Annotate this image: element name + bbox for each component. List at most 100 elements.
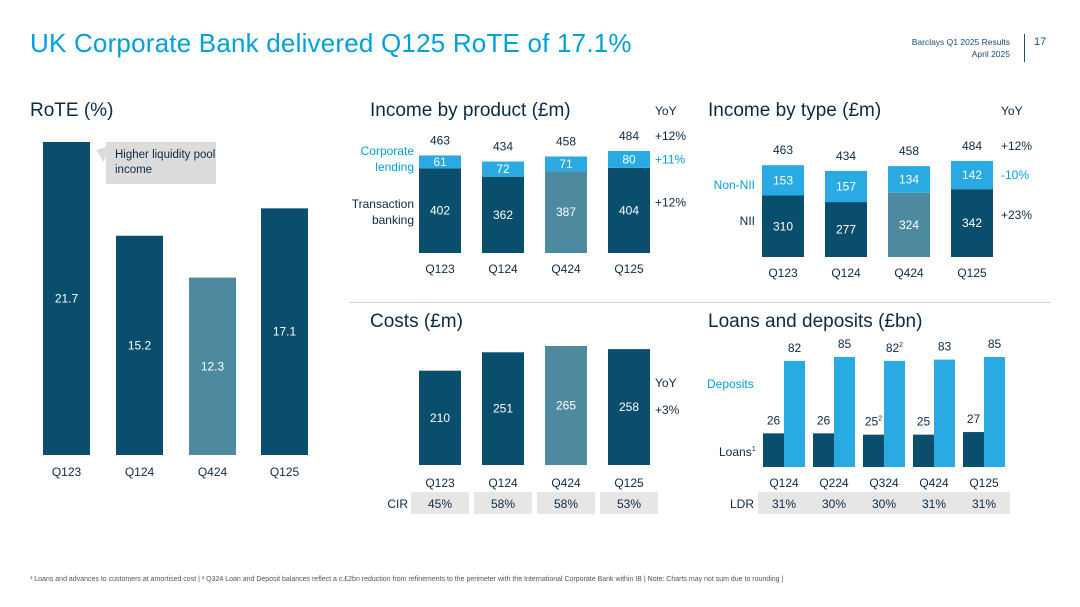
income-product-tick-q125: Q125 (614, 262, 644, 276)
income-type-nii-bar-q424 (888, 192, 930, 257)
income-product-legend-transaction-1: Transaction (352, 197, 414, 211)
income-product-lending-bar-q125 (608, 151, 650, 168)
income-product-transaction-value-q125: 404 (619, 203, 639, 217)
rote-title: RoTE (%) (30, 100, 114, 121)
deposits-value-q125: 85 (988, 337, 1002, 351)
loans-bar-q324 (863, 434, 884, 467)
income-product-title: Income by product (£m) (370, 100, 571, 121)
income-product-tick-q124: Q124 (488, 262, 518, 276)
income-type-nonnii-bar-q123 (762, 165, 804, 196)
report-name: Barclays Q1 2025 Results (911, 37, 1010, 47)
income-product-lending-value-q124: 72 (496, 162, 510, 176)
income-product-transaction-yoy: +12% (655, 195, 686, 209)
ldr-value-q124: 31% (772, 497, 796, 511)
income-product-transaction-bar-q125 (608, 167, 650, 253)
income-type-title: Income by type (£m) (708, 100, 882, 121)
rote-tick-q125: Q125 (270, 465, 300, 479)
income-type-legend-nonnii: Non-NII (714, 178, 755, 192)
income-type-total-q125: 484 (962, 139, 982, 153)
loans-deposits-tick-q324: Q324 (869, 476, 899, 490)
income-product-total-q125: 484 (619, 129, 639, 143)
report-info: Barclays Q1 2025 Results April 2025 (912, 36, 1010, 60)
income-type-nonnii-value-q424: 134 (899, 172, 919, 186)
loans-deposits-title: Loans and deposits (£bn) (708, 311, 923, 332)
income-product-tick-q123: Q123 (425, 262, 455, 276)
ldr-label: LDR (730, 497, 754, 511)
costs-title: Costs (£m) (370, 311, 463, 332)
rote-value-q125: 17.1 (273, 325, 297, 339)
costs-cir-value-q125: 53% (617, 497, 641, 511)
costs-cir-cell-q124 (474, 492, 532, 514)
costs-cir-value-q123: 45% (428, 497, 452, 511)
callout-higher-liquidity: Higher liquidity pool income (106, 142, 216, 184)
income-product-legend-lending-1: Corporate (361, 144, 415, 158)
rote-bar-q124 (116, 235, 163, 455)
page-title: UK Corporate Bank delivered Q125 RoTE of… (30, 28, 632, 58)
costs-cir-cell-q424 (537, 492, 595, 514)
loans-deposits-tick-q124: Q124 (769, 476, 799, 490)
rote-bar-q123 (43, 142, 90, 455)
costs-tick-q123: Q123 (425, 476, 455, 490)
costs-yoy-header: YoY (655, 376, 677, 390)
income-product-lending-bar-q424 (545, 156, 587, 172)
deposits-value-q424: 83 (938, 340, 952, 354)
ldr-value-q424: 31% (922, 497, 946, 511)
income-type-total-q123: 463 (773, 143, 793, 157)
legend-deposits: Deposits (707, 377, 754, 391)
income-product-legend-lending-2: lending (375, 160, 414, 174)
income-type-nii-yoy: +23% (1001, 208, 1032, 222)
income-product-lending-value-q424: 71 (559, 157, 573, 171)
ldr-value-q125: 31% (972, 497, 996, 511)
income-product-yoy-header: YoY (655, 104, 677, 118)
costs-tick-q125: Q125 (614, 476, 644, 490)
income-product-legend-transaction-2: banking (372, 213, 414, 227)
ldr-cell-q324 (858, 492, 910, 514)
income-product-transaction-bar-q124 (482, 176, 524, 253)
page-number: 17 (1034, 36, 1047, 48)
deposits-bar-q125 (984, 357, 1005, 467)
income-type-nii-value-q123: 310 (773, 219, 793, 233)
income-product-transaction-bar-q123 (419, 168, 461, 253)
income-product-total-yoy: +12% (655, 129, 686, 143)
income-product-tick-q424: Q424 (551, 262, 581, 276)
rote-bar-q125 (261, 208, 308, 455)
income-product-transaction-value-q123: 402 (430, 204, 450, 218)
income-type-total-q424: 458 (899, 144, 919, 158)
legend-loans: Loans1 (719, 444, 756, 459)
income-type-nii-bar-q125 (951, 189, 993, 257)
income-type-nii-value-q424: 324 (899, 218, 919, 232)
costs-cir-cell-q125 (600, 492, 658, 514)
income-type-nonnii-yoy: -10% (1001, 168, 1029, 182)
costs-tick-q424: Q424 (551, 476, 581, 490)
income-product-lending-value-q123: 61 (433, 155, 447, 169)
income-product-lending-bar-q124 (482, 161, 524, 177)
rote-value-q424: 12.3 (201, 359, 225, 373)
costs-bar-q123 (419, 370, 461, 465)
costs-bar-q125 (608, 349, 650, 465)
loans-bar-q224 (813, 433, 834, 467)
loans-value-q424: 25 (917, 415, 931, 429)
report-date: April 2025 (971, 49, 1010, 59)
costs-value-q124: 251 (493, 402, 513, 416)
loans-bar-q125 (963, 432, 984, 467)
costs-bar-q124 (482, 352, 524, 465)
income-type-total-q124: 434 (836, 149, 856, 163)
deposits-value-q324: 822 (886, 340, 903, 355)
loans-value-q124: 26 (767, 413, 781, 427)
costs-tick-q124: Q124 (488, 476, 518, 490)
income-type-nii-value-q125: 342 (962, 216, 982, 230)
costs-cir-label: CIR (387, 497, 408, 511)
income-type-nonnii-bar-q125 (951, 161, 993, 190)
ldr-cell-q424 (908, 492, 960, 514)
income-type-legend-nii: NII (740, 214, 755, 228)
income-type-total-yoy: +12% (1001, 139, 1032, 153)
deposits-value-q224: 85 (838, 337, 852, 351)
header-separator (1024, 34, 1025, 62)
costs-cir-value-q124: 58% (491, 497, 515, 511)
loans-deposits-tick-q424: Q424 (919, 476, 949, 490)
costs-cir-cell-q123 (411, 492, 469, 514)
deposits-bar-q124 (784, 360, 805, 467)
income-product-total-q123: 463 (430, 133, 450, 147)
ldr-cell-q125 (958, 492, 1010, 514)
